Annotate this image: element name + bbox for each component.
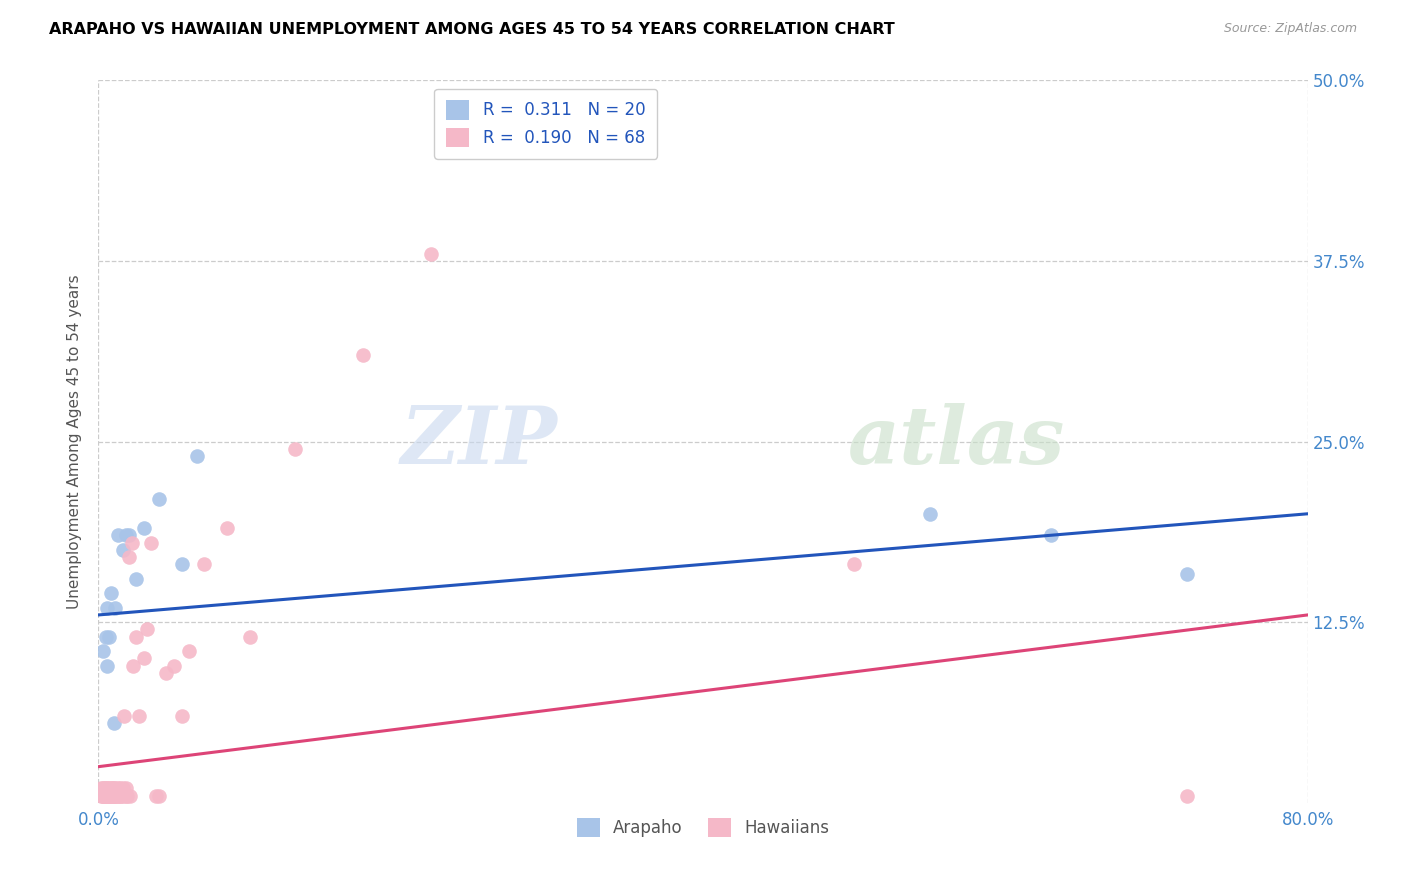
Point — [100, 781, 122, 796]
Point — [105, 789, 128, 803]
Text: atlas: atlas — [848, 403, 1066, 480]
Point — [111, 781, 134, 796]
Point — [107, 789, 129, 803]
Point — [90, 781, 112, 796]
Point — [114, 528, 136, 542]
Text: Source: ZipAtlas.com: Source: ZipAtlas.com — [1223, 22, 1357, 36]
Point — [170, 709, 193, 723]
Point — [215, 521, 238, 535]
Point — [1175, 567, 1198, 582]
Point — [98, 630, 121, 644]
Point — [96, 789, 118, 803]
Point — [121, 535, 143, 549]
Point — [110, 789, 132, 803]
Point — [103, 789, 125, 803]
Legend: Arapaho, Hawaiians: Arapaho, Hawaiians — [565, 806, 841, 848]
Point — [163, 658, 186, 673]
Point — [98, 781, 121, 796]
Point — [91, 789, 114, 803]
Point — [179, 644, 201, 658]
Point — [91, 644, 114, 658]
Point — [120, 789, 142, 803]
Point — [101, 789, 124, 803]
Point — [111, 789, 134, 803]
Point — [844, 558, 866, 572]
Point — [100, 789, 122, 803]
Point — [93, 789, 115, 803]
Point — [93, 781, 115, 796]
Point — [104, 789, 127, 803]
Point — [1175, 789, 1198, 803]
Point — [100, 789, 122, 803]
Point — [125, 572, 148, 586]
Point — [145, 789, 167, 803]
Point — [115, 789, 138, 803]
Point — [239, 630, 262, 644]
Point — [96, 789, 118, 803]
Point — [108, 781, 131, 796]
Point — [104, 600, 127, 615]
Point — [284, 442, 307, 456]
Point — [96, 658, 118, 673]
Point — [100, 789, 122, 803]
Point — [107, 781, 129, 796]
Point — [193, 558, 215, 572]
Point — [96, 789, 118, 803]
Point — [110, 784, 132, 798]
Point — [93, 789, 115, 803]
Point — [1039, 528, 1062, 542]
Point — [105, 784, 128, 798]
Point — [170, 558, 193, 572]
Point — [107, 528, 129, 542]
Point — [101, 789, 124, 803]
Point — [148, 789, 170, 803]
Point — [918, 507, 941, 521]
Point — [94, 789, 117, 803]
Point — [114, 789, 136, 803]
Text: ZIP: ZIP — [401, 403, 558, 480]
Point — [90, 789, 112, 803]
Point — [108, 789, 131, 803]
Point — [96, 781, 118, 796]
Point — [114, 781, 136, 796]
Point — [125, 630, 148, 644]
Point — [132, 651, 155, 665]
Point — [101, 781, 124, 796]
Point — [132, 521, 155, 535]
Point — [122, 658, 145, 673]
Point — [141, 535, 163, 549]
Point — [94, 789, 117, 803]
Point — [118, 528, 141, 542]
Text: ARAPAHO VS HAWAIIAN UNEMPLOYMENT AMONG AGES 45 TO 54 YEARS CORRELATION CHART: ARAPAHO VS HAWAIIAN UNEMPLOYMENT AMONG A… — [49, 22, 896, 37]
Point — [112, 709, 135, 723]
Point — [155, 665, 177, 680]
Point — [352, 348, 374, 362]
Y-axis label: Unemployment Among Ages 45 to 54 years: Unemployment Among Ages 45 to 54 years — [67, 274, 83, 609]
Point — [91, 781, 114, 796]
Point — [98, 789, 121, 803]
Point — [94, 789, 117, 803]
Point — [148, 492, 170, 507]
Point — [420, 246, 443, 260]
Point — [103, 789, 125, 803]
Point — [94, 781, 117, 796]
Point — [100, 586, 122, 600]
Point — [94, 630, 117, 644]
Point — [128, 709, 150, 723]
Point — [103, 781, 125, 796]
Point — [104, 781, 127, 796]
Point — [111, 542, 134, 557]
Point — [186, 449, 208, 463]
Point — [91, 789, 114, 803]
Point — [135, 623, 157, 637]
Point — [96, 600, 118, 615]
Point — [98, 789, 121, 803]
Point — [103, 716, 125, 731]
Point — [118, 550, 141, 565]
